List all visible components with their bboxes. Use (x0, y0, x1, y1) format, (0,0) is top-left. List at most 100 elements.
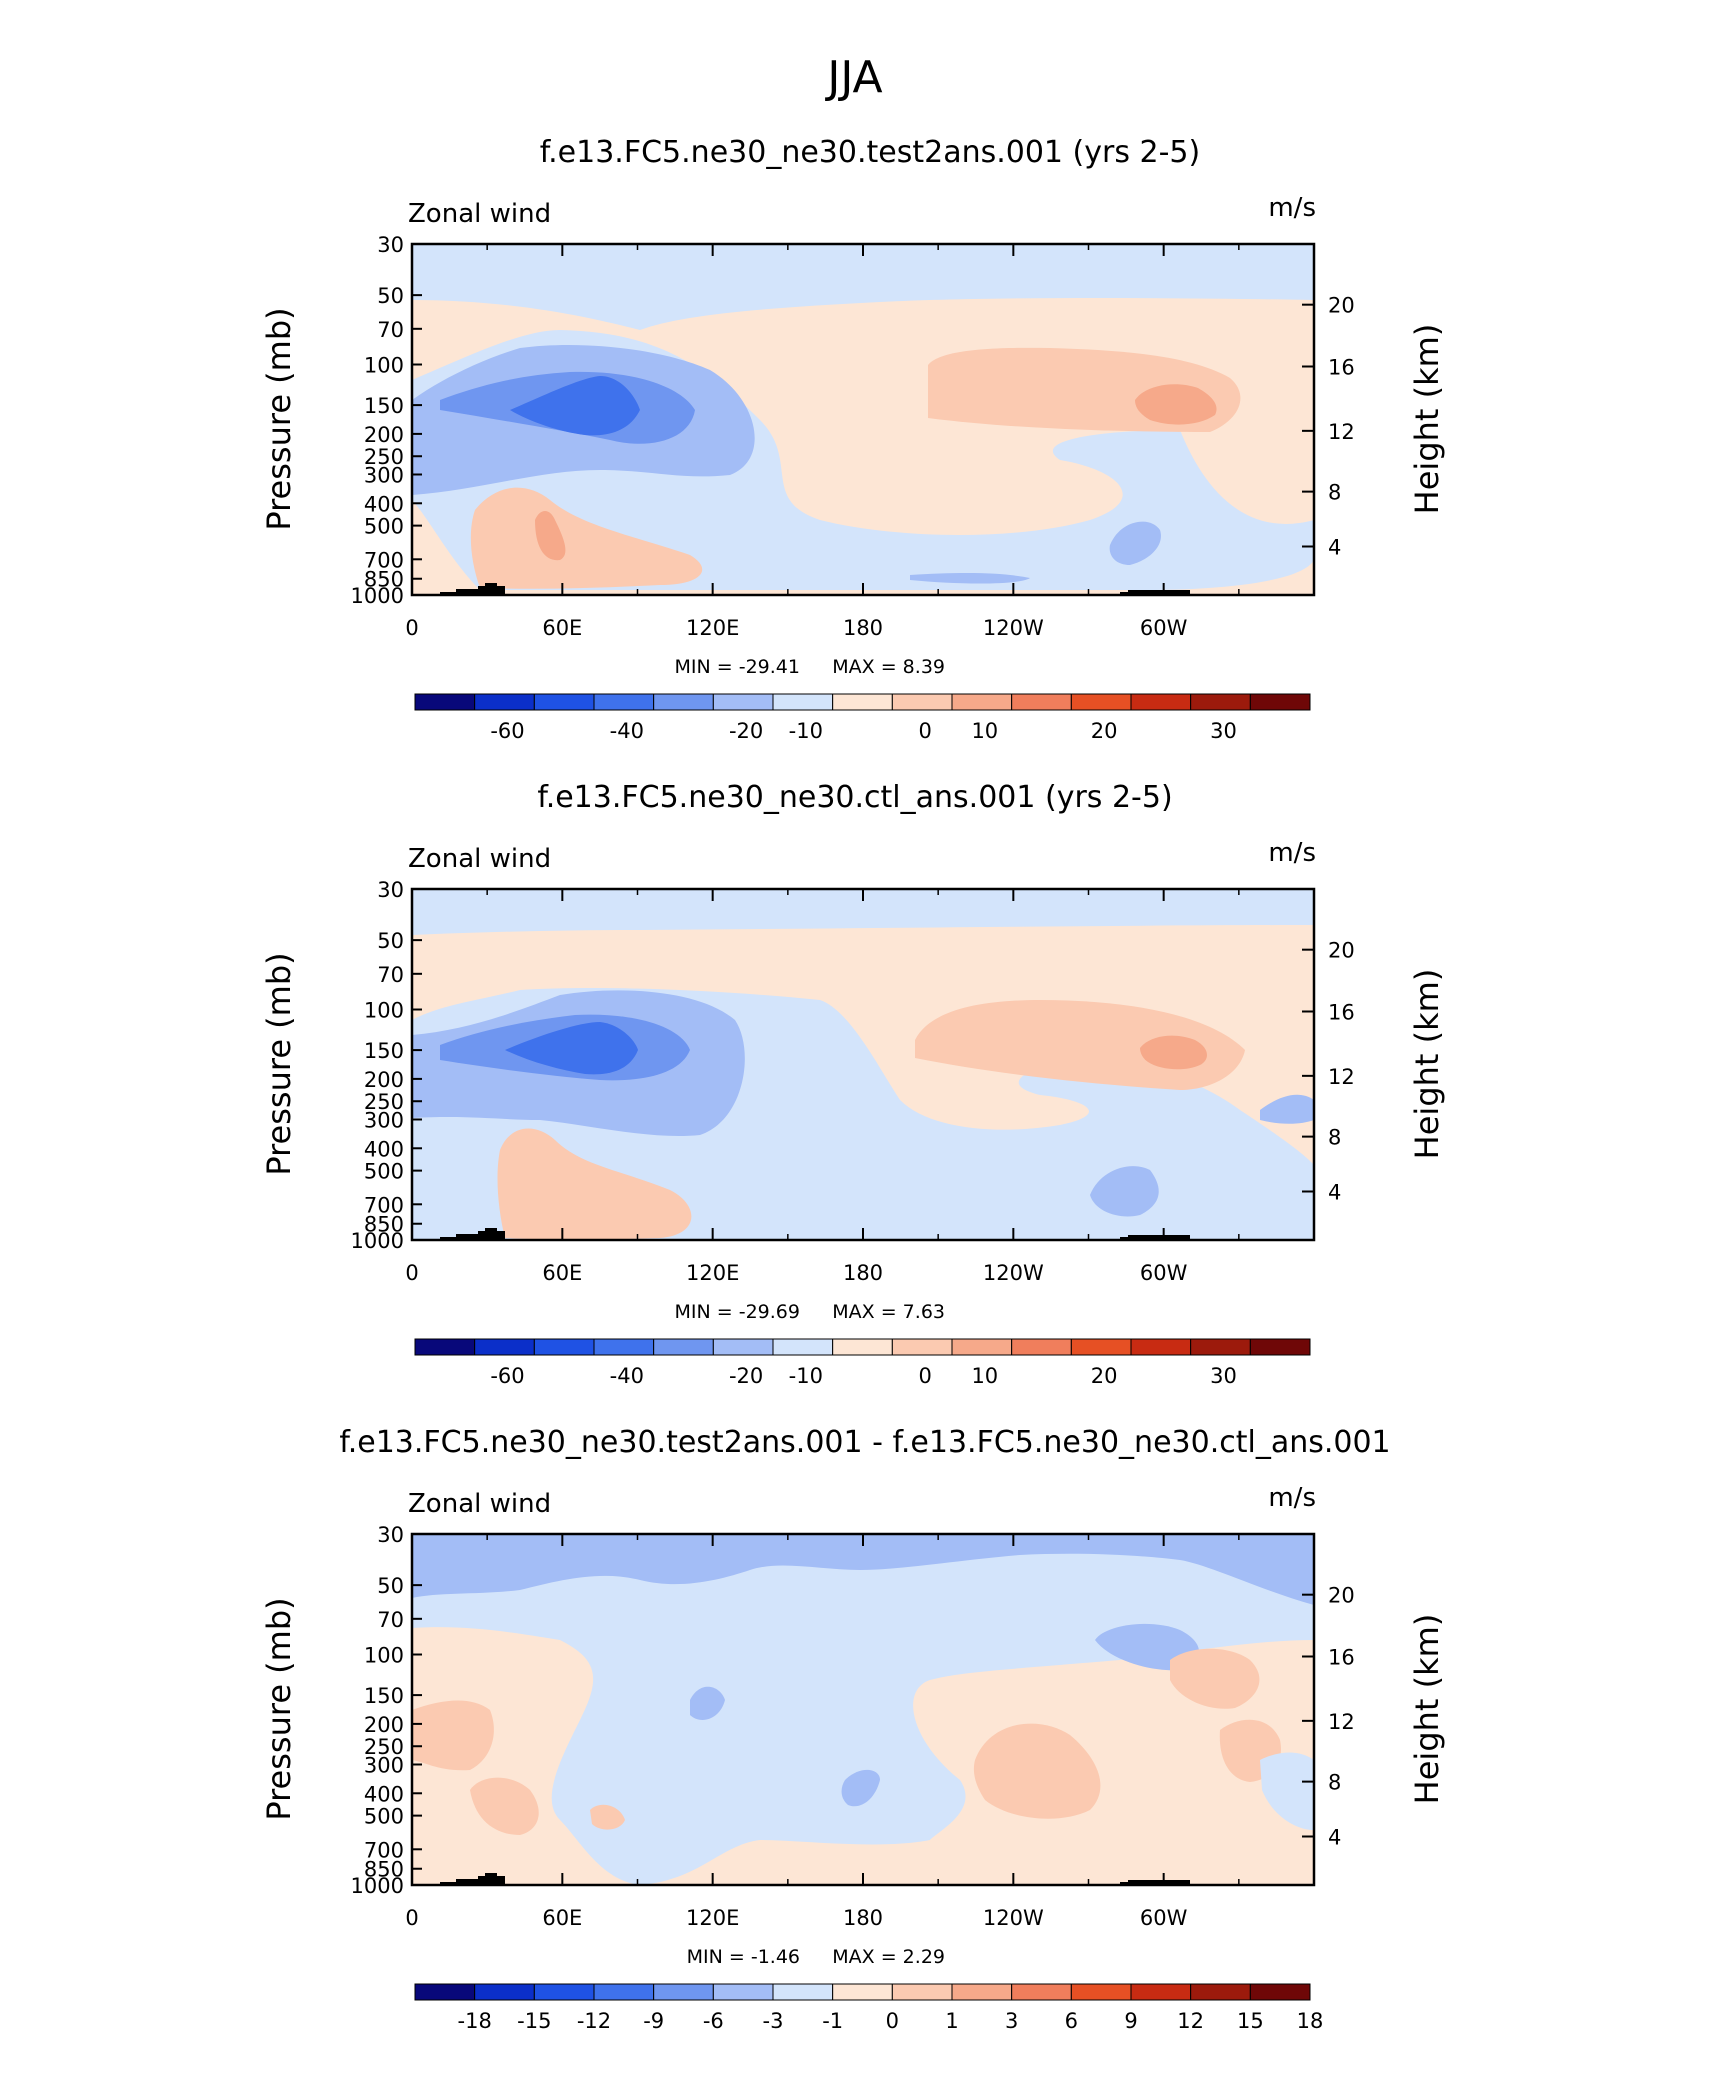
variable-label: Zonal wind (408, 1489, 551, 1519)
colorbar-box (951, 1983, 1013, 2001)
y-tick-label: 100 (364, 1644, 404, 1668)
x-tick-label: 60E (542, 616, 582, 640)
contour-field (412, 244, 1314, 595)
y-tick-label: 400 (364, 1782, 404, 1806)
y-tick-label: 50 (377, 929, 404, 953)
x-tick-label: 120E (686, 616, 739, 640)
colorbar-box (414, 693, 476, 711)
y-tick-label: 200 (364, 1713, 404, 1737)
colorbar-box (474, 1338, 535, 1356)
colorbar-box (951, 1338, 1013, 1356)
contour-fill-blob-c (690, 1686, 725, 1720)
axis-ticks (411, 1533, 1314, 1886)
y2-axis-label: Height (km) (1408, 969, 1446, 1160)
y-tick-label: 300 (364, 1108, 404, 1132)
colorbar-box (891, 693, 953, 711)
contour-fill-low-easterly (1090, 1166, 1159, 1217)
y2-tick-label: 20 (1328, 1584, 1355, 1608)
contour-fill-east-negative (1260, 1752, 1314, 1830)
y-tick-label: 30 (377, 1523, 404, 1547)
variable-label: Zonal wind (408, 844, 551, 874)
colorbar-box (1130, 1338, 1192, 1356)
colorbar-label: -40 (610, 719, 644, 743)
colorbar-label: 12 (1177, 2009, 1204, 2033)
panel-title: f.e13.FC5.ne30_ne30.test2ans.001 - f.e13… (339, 1425, 1390, 1460)
axis-ticks (411, 243, 1314, 596)
x-tick-label: 60W (1140, 616, 1188, 640)
colorbar-box (772, 1983, 834, 2001)
min-label: MIN = -29.69 (675, 1301, 800, 1323)
colorbar-box (891, 1983, 953, 2001)
y-tick-label: 700 (364, 548, 404, 572)
contour-fill-low-easterly-2 (910, 573, 1030, 584)
y-tick-label: 250 (364, 1090, 404, 1114)
contour-fill-positive-b (973, 1723, 1101, 1819)
units-label: m/s (1268, 838, 1316, 868)
contour-field (412, 889, 1314, 1240)
contour-fill-positive-c (1170, 1648, 1260, 1709)
colorbar-label: 20 (1091, 1364, 1118, 1388)
x-tick-label: 0 (405, 1261, 418, 1285)
colorbar-box (1011, 1338, 1072, 1356)
panel-control: f.e13.FC5.ne30_ne30.ctl_ans.001 (yrs 2-5… (260, 780, 1446, 1388)
colorbar-label: 20 (1091, 719, 1118, 743)
colorbar: -60 -40 -20 -10 0 10 20 30 (414, 1338, 1311, 1388)
contour-fill-upper-easterly (412, 889, 1314, 935)
colorbar-label: -12 (577, 2009, 611, 2033)
min-label: MIN = -1.46 (687, 1946, 800, 1968)
contour-fill-negative-region (412, 1534, 1314, 1885)
y-tick-label: 250 (364, 1735, 404, 1759)
contour-fill-blob-b (841, 1769, 880, 1807)
colorbar-box (533, 1983, 595, 2001)
colorbar-label: -10 (789, 1364, 823, 1388)
colorbar-label: -1 (822, 2009, 843, 2033)
y2-tick-label: 4 (1328, 1181, 1341, 1205)
panel-title: f.e13.FC5.ne30_ne30.ctl_ans.001 (yrs 2-5… (537, 780, 1172, 815)
y2-tick-label: 20 (1328, 294, 1355, 318)
x-tick-label: 120W (983, 1261, 1044, 1285)
x-tick-label: 120E (686, 1261, 739, 1285)
y2-axis-label: Height (km) (1408, 324, 1446, 515)
colorbar-box (712, 1983, 774, 2001)
colorbar-label: 15 (1237, 2009, 1264, 2033)
x-tick-label: 60E (542, 1261, 582, 1285)
colorbar-box (1130, 1983, 1192, 2001)
y2-tick-label: 4 (1328, 1826, 1341, 1850)
colorbar-box (1249, 693, 1311, 711)
colorbar-box (832, 1983, 893, 2001)
y-tick-label: 1000 (351, 1874, 404, 1898)
colorbar-box (772, 693, 834, 711)
y-tick-label: 700 (364, 1838, 404, 1862)
max-label: MAX = 2.29 (832, 1946, 945, 1968)
panel-test: f.e13.FC5.ne30_ne30.test2ans.001 (yrs 2-… (260, 135, 1446, 743)
colorbar: -18 -15 -12 -9 -6 -3 -1 0 1 3 6 9 12 15 18 (414, 1983, 1323, 2033)
page-title: JJA (824, 52, 882, 103)
colorbar-label: -20 (729, 719, 763, 743)
y-tick-label: 150 (364, 1039, 404, 1063)
y-tick-label: 70 (377, 318, 404, 342)
colorbar-label: 10 (971, 1364, 998, 1388)
y-axis-label: Pressure (mb) (260, 952, 298, 1175)
colorbar-label: -3 (763, 2009, 784, 2033)
y-tick-label: 500 (364, 515, 404, 539)
y-tick-label: 250 (364, 445, 404, 469)
y2-tick-label: 16 (1328, 1000, 1355, 1024)
contour-fill-low-easterly (1109, 521, 1161, 565)
y-tick-label: 1000 (351, 584, 404, 608)
colorbar-label: -15 (517, 2009, 551, 2033)
y2-tick-label: 12 (1328, 1710, 1355, 1734)
contour-fill-upper-negative (412, 1534, 1314, 1605)
colorbar-label: -60 (490, 719, 524, 743)
y-tick-label: 400 (364, 1137, 404, 1161)
y-tick-label: 500 (364, 1805, 404, 1829)
colorbar-box (951, 693, 1013, 711)
contour-fill-east-edge (1260, 1094, 1314, 1124)
x-tick-label: 180 (843, 616, 883, 640)
contour-fill-low-westerly-core (535, 511, 566, 561)
y-tick-label: 70 (377, 963, 404, 987)
y2-tick-label: 8 (1328, 481, 1341, 505)
y2-tick-label: 8 (1328, 1126, 1341, 1150)
contour-fill-positive-a (470, 1777, 539, 1835)
colorbar-label: -10 (789, 719, 823, 743)
y2-tick-label: 12 (1328, 1065, 1355, 1089)
